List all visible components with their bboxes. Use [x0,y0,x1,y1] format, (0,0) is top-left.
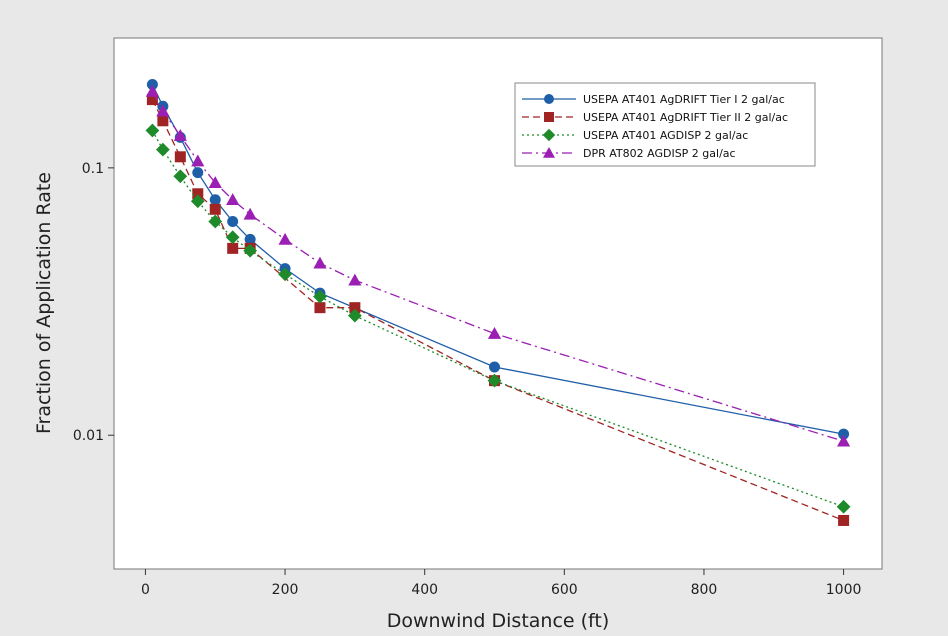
y-tick-label: 0.1 [82,161,104,177]
legend-label-1: USEPA AT401 AgDRIFT Tier I 2 gal/ac [583,93,785,106]
series-3-point [145,123,160,138]
series-1-point [489,361,501,373]
series-3-point [225,230,240,245]
series-3-point [173,169,188,184]
series-3-point [347,308,362,323]
x-tick-label: 400 [411,582,438,598]
series-4-point [156,104,170,117]
series-3-point [243,243,258,258]
series-3-point [313,289,327,304]
series-4-point [313,256,327,269]
legend-marker-3 [542,128,556,142]
series-1-point [209,194,221,206]
series-4-point [278,232,292,245]
series-4-point [837,434,851,447]
x-tick-label: 800 [691,582,718,598]
y-tick-label: 0.01 [73,428,104,444]
series-line-4 [151,91,844,442]
series-4-point [208,176,222,188]
series-2-point [146,94,158,106]
series-3-point [190,194,205,209]
axis-layer: 0 200 400 600 800 1000 0.01 0.1 [73,161,862,598]
series-3-point [208,214,223,229]
series-2-point [192,188,204,200]
x-tick-label: 1000 [826,582,862,598]
series-2-point [157,115,169,127]
legend-label-3: USEPA AT401 AGDISP 2 gal/ac [583,129,748,142]
series-3-point [487,373,502,388]
series-3-point [836,499,851,514]
x-tick-label: 600 [551,582,578,598]
series-1-point [838,428,850,440]
x-axis-title: Downwind Distance (ft) [387,610,610,632]
series-1-point [192,167,204,179]
legend-label-2: USEPA AT401 AgDRIFT Tier II 2 gal/ac [583,111,788,124]
series-4-point [173,129,187,141]
y-axis-title: Fraction of Application Rate [33,172,55,434]
series-1-point [227,216,239,228]
series-2-point [314,302,326,314]
series-2-point [174,151,186,163]
legend-box [514,82,816,167]
series-4-point [226,193,240,206]
series-line-3 [151,130,844,508]
series-4-point [487,326,502,339]
series-4-point [191,154,205,167]
series-1-point [146,79,158,91]
series-2-point [227,242,239,254]
legend-marker-2 [544,112,554,122]
series-2-point [838,514,850,526]
series-1-point [244,233,256,245]
series-4-point [348,273,362,286]
legend-marker-4 [543,147,555,158]
series-3-point [155,142,170,157]
series-layer [145,79,851,526]
series-4-point [145,84,159,97]
series-4-point [243,207,257,220]
legend: USEPA AT401 AgDRIFT Tier I 2 gal/ac USEPA… [514,82,816,167]
series-3-point [278,267,292,282]
x-tick-label: 200 [272,582,299,598]
series-2-point [209,203,221,215]
series-2-point [349,302,361,314]
legend-label-4: DPR AT802 AGDISP 2 gal/ac [583,147,736,160]
legend-marker-1 [544,94,554,104]
x-tick-label: 0 [141,582,150,598]
